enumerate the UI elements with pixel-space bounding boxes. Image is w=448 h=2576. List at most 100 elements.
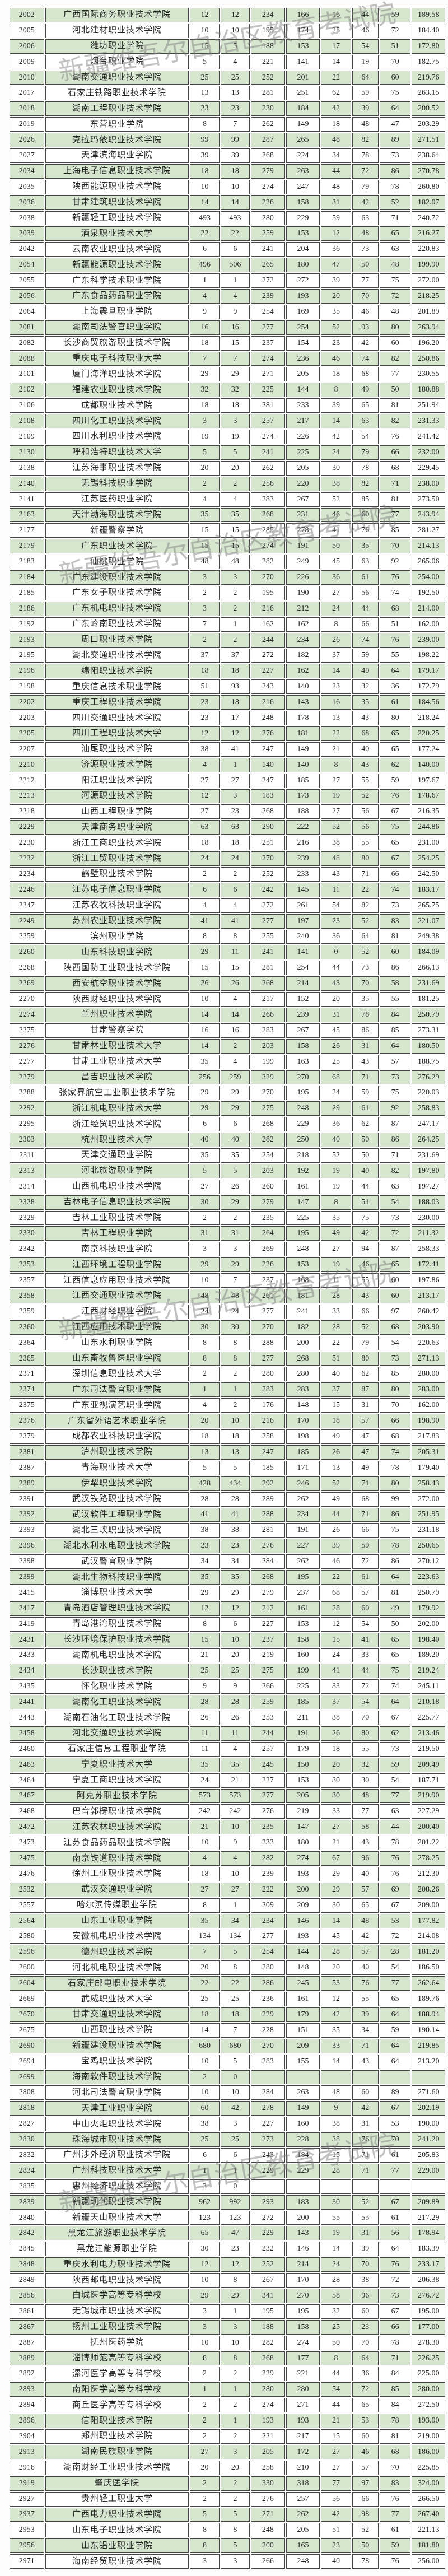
school-code: 2006 [10,39,44,54]
score-value: 79 [352,445,379,460]
school-name: 武汉警官职业学院 [45,1554,189,1569]
score-value: 33 [352,1648,379,1663]
score-value: 70 [379,1398,411,1413]
score-value: 11 [190,1726,220,1741]
score-value: 23 [190,101,220,117]
score-value: 36 [321,929,351,944]
score-value: 149 [286,742,320,757]
table-row: 2953 山东电子职业技术学院 8 8 248 205 51 52 61 221.13 [10,2523,445,2538]
school-name: 四川水利职业技术学院 [45,430,189,444]
score-value: 47 [352,1445,379,1460]
school-name: 长沙环境保护职业技术学院 [45,1632,189,1647]
score-value: 64 [379,101,411,117]
school-name: 天津滨海职业学院 [45,148,189,163]
score-value: 18 [190,1429,220,1444]
score-value: 221.13 [412,2523,445,2538]
score-value: 5 [220,1460,250,1475]
score-value: 76 [379,789,411,804]
score-value: 324.00 [412,2476,445,2491]
score-value: 10 [220,1866,250,1881]
school-code: 2018 [10,101,44,117]
score-value: 44 [321,164,351,179]
school-name: 天津渤海职业技术学院 [45,507,189,523]
score-value: 61 [352,570,379,585]
score-value: 63 [352,211,379,226]
school-code: 2202 [10,695,44,710]
score-value: 30 [321,1773,351,1788]
score-value: 219.24 [412,1664,445,1679]
score-value: 57 [352,1945,379,1960]
score-value: 78 [379,1539,411,1554]
score-value: 76 [352,2132,379,2148]
score-value: 20 [220,2460,250,2475]
score-value: 8 [190,1617,220,1632]
school-code: 2249 [10,914,44,929]
score-value: 38 [220,1523,250,1538]
score-value: 35 [352,992,379,1007]
score-value: 149 [286,2101,320,2116]
table-row: 2314 山西机电职业技术学院 27 26 260 161 19 44 63 197.27 [10,1179,445,1194]
score-value: 16 [220,320,250,335]
score-value: 273 [251,2132,285,2148]
table-row: 2472 江苏农林职业技术学院 21 10 235 147 27 58 44 200.40 [10,1820,445,1835]
school-code: 2472 [10,1820,44,1835]
school-code: 2359 [10,1304,44,1319]
table-row: 2054 新疆能源职业技术学院 496 506 265 180 47 50 48 199.90 [10,258,445,273]
score-value: 43 [321,976,351,991]
score-value: 248 [286,1101,320,1116]
school-name: 新疆现代职业技术学院 [45,2195,189,2210]
score-value: 220.03 [412,1086,445,1101]
school-code: 2458 [10,1726,44,1741]
school-code: 2026 [10,133,44,148]
score-value: 26 [321,1445,351,1460]
score-value: 39 [321,1539,351,1554]
score-value: 50 [321,2335,351,2350]
table-row: 2353 江西环境工程职业学院 29 29 226 153 19 46 65 172.41 [10,1257,445,1273]
score-value: 19 [352,54,379,69]
score-value: 96 [352,1851,379,1866]
score-value: 86 [379,961,411,976]
score-value: 280.00 [412,2382,445,2397]
score-value: 148 [286,1398,320,1413]
score-value: 261 [251,1289,285,1303]
school-code: 2889 [10,2351,44,2366]
score-value: 274 [251,539,285,554]
table-row: 2675 山西职业技术学院 14 7 228 151 35 34 59 190.14 [10,2023,445,2038]
score-value: 26 [321,1038,351,1054]
score-value: 203 [251,1038,285,1054]
score-value: 141 [286,945,320,960]
table-row: 2464 宁夏工商职业技术学院 24 21 227 153 30 30 54 187.71 [10,1773,445,1788]
score-value: 7 [220,2023,250,2038]
score-value: 240 [286,929,320,944]
table-row: 2379 成都农业科技职业学院 18 18 258 198 49 47 68 217.83 [10,1429,445,1444]
score-value: 283 [286,1382,320,1398]
score-value: 5 [220,1163,250,1178]
table-row: 2894 商丘医学高等专科学校 2 2 274 271 44 65 84 272.50 [10,2398,445,2413]
score-value: 209 [251,1898,285,1913]
score-value: 23 [321,679,351,695]
score-value: 78 [352,1008,379,1022]
school-code: 2027 [10,148,44,163]
score-value: 62 [321,86,351,101]
school-name: 河北交通职业技术学院 [45,1726,189,1741]
score-value: 4 [220,289,250,304]
score-value: 40 [321,1133,351,1148]
score-value: 13 [321,1460,351,1475]
school-code: 2192 [10,617,44,632]
score-value: 61 [352,1101,379,1116]
score-value: 66 [352,1304,379,1319]
school-code: 2832 [10,2148,44,2163]
score-value: 35 [352,539,379,554]
table-row: 2274 兰州职业技术学院 14 14 266 239 31 78 84 250.79 [10,1008,445,1022]
score-value: 263.15 [412,86,445,101]
school-code: 2042 [10,242,44,257]
score-value: 228 [286,2132,320,2148]
score-value: 274 [251,2398,285,2413]
score-value: 265 [251,258,285,273]
score-value: 46 [321,351,351,366]
score-value: 65 [379,836,411,851]
score-value: 9 [220,304,250,319]
score-value: 197.80 [412,1163,445,1178]
score-value: 36 [321,242,351,257]
score-value: 25 [220,1992,250,2006]
